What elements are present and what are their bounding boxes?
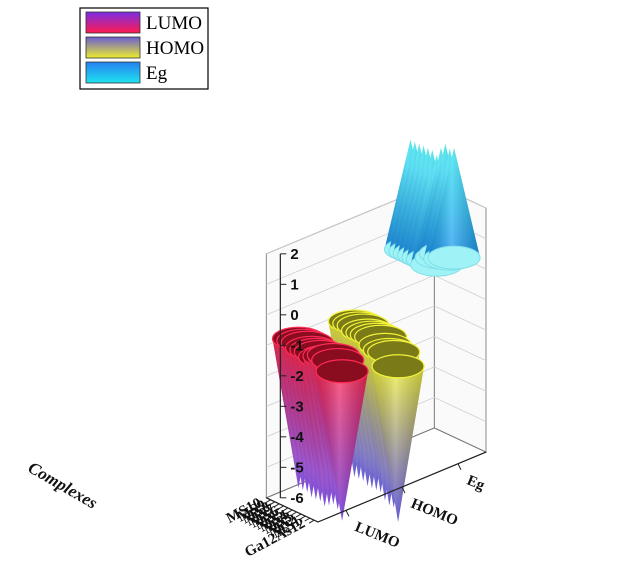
z-tick-label: 1 xyxy=(290,276,298,293)
legend-label-eg: Eg xyxy=(146,63,168,84)
series-tick xyxy=(345,510,350,517)
category-tick xyxy=(278,505,284,510)
z-tick-label: 0 xyxy=(290,307,298,324)
z-tick-label: -2 xyxy=(290,368,303,385)
category-tick xyxy=(300,515,306,520)
z-tick-label: -4 xyxy=(290,429,304,446)
series-label: Eg xyxy=(465,473,488,495)
cone-eg-ga12as12 xyxy=(427,147,481,270)
z-tick-label: 2 xyxy=(290,246,298,263)
legend-swatch-homo xyxy=(85,36,141,59)
series-label: HOMO xyxy=(409,496,461,529)
cone-lumo-ga12as12 xyxy=(315,359,369,521)
legend: LUMO HOMO Eg xyxy=(79,7,209,90)
z-tick-label: -1 xyxy=(290,337,303,354)
cone-marks xyxy=(271,139,481,522)
category-tick xyxy=(287,509,293,514)
legend-swatch-eg xyxy=(85,61,141,84)
z-tick-label: -5 xyxy=(290,459,303,476)
z-tick-label: -3 xyxy=(290,398,303,415)
category-tick xyxy=(291,511,297,516)
legend-swatch-lumo xyxy=(85,11,141,34)
cone-homo-ga12as12 xyxy=(371,354,425,522)
category-tick xyxy=(273,503,280,508)
series-label: LUMO xyxy=(353,519,402,551)
category-tick xyxy=(308,519,315,524)
legend-label-homo: HOMO xyxy=(146,38,204,59)
series-tick xyxy=(457,463,462,470)
legend-label-lumo: LUMO xyxy=(146,13,202,34)
category-tick xyxy=(304,517,310,522)
z-tick-label: -6 xyxy=(290,490,303,507)
series-tick xyxy=(401,486,406,494)
x-axis-title: Complexes xyxy=(25,458,101,513)
category-tick xyxy=(265,499,271,504)
category-tick xyxy=(295,513,302,518)
category-tick xyxy=(269,501,276,506)
category-tick xyxy=(282,507,289,512)
